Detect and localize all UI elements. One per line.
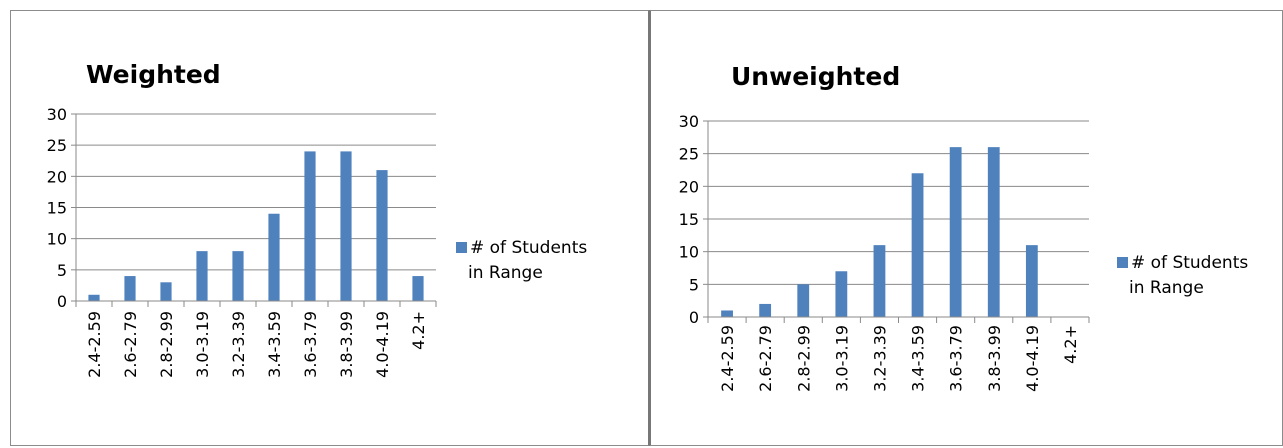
chart-weighted: Weighted 0 5 10 15 20 25 30 2.4-2.59 2.6-2.79 2.… — [47, 60, 588, 378]
chart-panel-weighted: Weighted 0 5 10 15 20 25 30 2.4-2.59 2.6-2.79 2.… — [10, 10, 649, 446]
y-tick-label: 15 — [679, 210, 699, 229]
y-tick-label: 5 — [689, 275, 699, 294]
y-tick-label: 0 — [689, 308, 699, 327]
legend-label-line1: # of Students — [1131, 253, 1248, 273]
y-tick-label: 10 — [47, 230, 67, 249]
y-tick-label: 0 — [57, 292, 67, 311]
bar — [88, 294, 100, 301]
x-tick-label: 3.8-3.99 — [985, 325, 1004, 392]
y-tick-label: 5 — [57, 261, 67, 280]
chart-unweighted: Unweighted 0 5 10 15 20 25 30 2.4-2.59 2.6-2.79… — [679, 62, 1249, 392]
bar — [124, 276, 136, 301]
y-tick-label: 20 — [47, 167, 67, 186]
legend-label-line2: in Range — [1129, 278, 1204, 298]
bar — [721, 310, 733, 317]
legend-label-line1: # of Students — [470, 238, 587, 258]
chart-title: Unweighted — [731, 62, 900, 91]
x-tick-label: 2.8-2.99 — [794, 325, 813, 392]
y-tick-label: 30 — [679, 112, 699, 131]
legend: # of Students in Range — [456, 238, 587, 283]
bar — [1025, 245, 1038, 317]
x-tick-label: 3.6-3.79 — [947, 325, 966, 392]
legend-swatch — [1117, 257, 1128, 268]
y-tick-label: 15 — [47, 199, 67, 218]
legend-swatch — [456, 242, 467, 253]
x-tick-label: 3.4-3.59 — [909, 325, 928, 392]
bar — [376, 170, 388, 301]
legend: # of Students in Range — [1117, 253, 1248, 298]
x-tick-label: 3.6-3.79 — [301, 311, 320, 378]
x-tick-label: 3.0-3.19 — [193, 311, 212, 378]
y-tick-label: 20 — [679, 177, 699, 196]
y-tick-label: 10 — [679, 243, 699, 262]
x-tick-label: 4.2+ — [409, 311, 428, 350]
bar — [835, 271, 848, 317]
bar — [759, 303, 772, 317]
x-tick-label: 4.0-4.19 — [1023, 325, 1042, 392]
chart-title: Weighted — [86, 60, 221, 89]
chart-panel-unweighted: Unweighted 0 5 10 15 20 25 30 2.4-2.59 2.6-2.79… — [649, 10, 1283, 446]
bar — [949, 147, 962, 317]
legend-label-line2: in Range — [468, 263, 543, 283]
bar — [911, 173, 924, 317]
bar — [268, 213, 280, 301]
x-tick-label: 3.4-3.59 — [265, 311, 284, 378]
x-tick-label: 2.6-2.79 — [756, 325, 775, 392]
x-tick-label: 4.2+ — [1061, 325, 1080, 364]
x-tick-label: 3.2-3.39 — [229, 311, 248, 378]
x-tick-label: 3.8-3.99 — [337, 311, 356, 378]
bar — [232, 251, 244, 301]
x-tick-label: 2.4-2.59 — [718, 325, 737, 392]
bar — [160, 282, 172, 301]
bar — [196, 251, 208, 301]
y-tick-label: 25 — [47, 136, 67, 155]
bar — [304, 151, 316, 301]
y-tick-label: 25 — [679, 145, 699, 164]
x-tick-label: 2.6-2.79 — [121, 311, 140, 378]
bar — [797, 284, 810, 317]
x-tick-label: 2.4-2.59 — [85, 311, 104, 378]
y-tick-label: 30 — [47, 105, 67, 124]
x-tick-label: 4.0-4.19 — [373, 311, 392, 378]
bar — [412, 276, 424, 301]
x-tick-label: 3.2-3.39 — [870, 325, 889, 392]
x-tick-label: 2.8-2.99 — [157, 311, 176, 378]
bar — [340, 151, 352, 301]
x-tick-label: 3.0-3.19 — [832, 325, 851, 392]
bar — [873, 245, 886, 317]
bar — [987, 147, 1000, 317]
